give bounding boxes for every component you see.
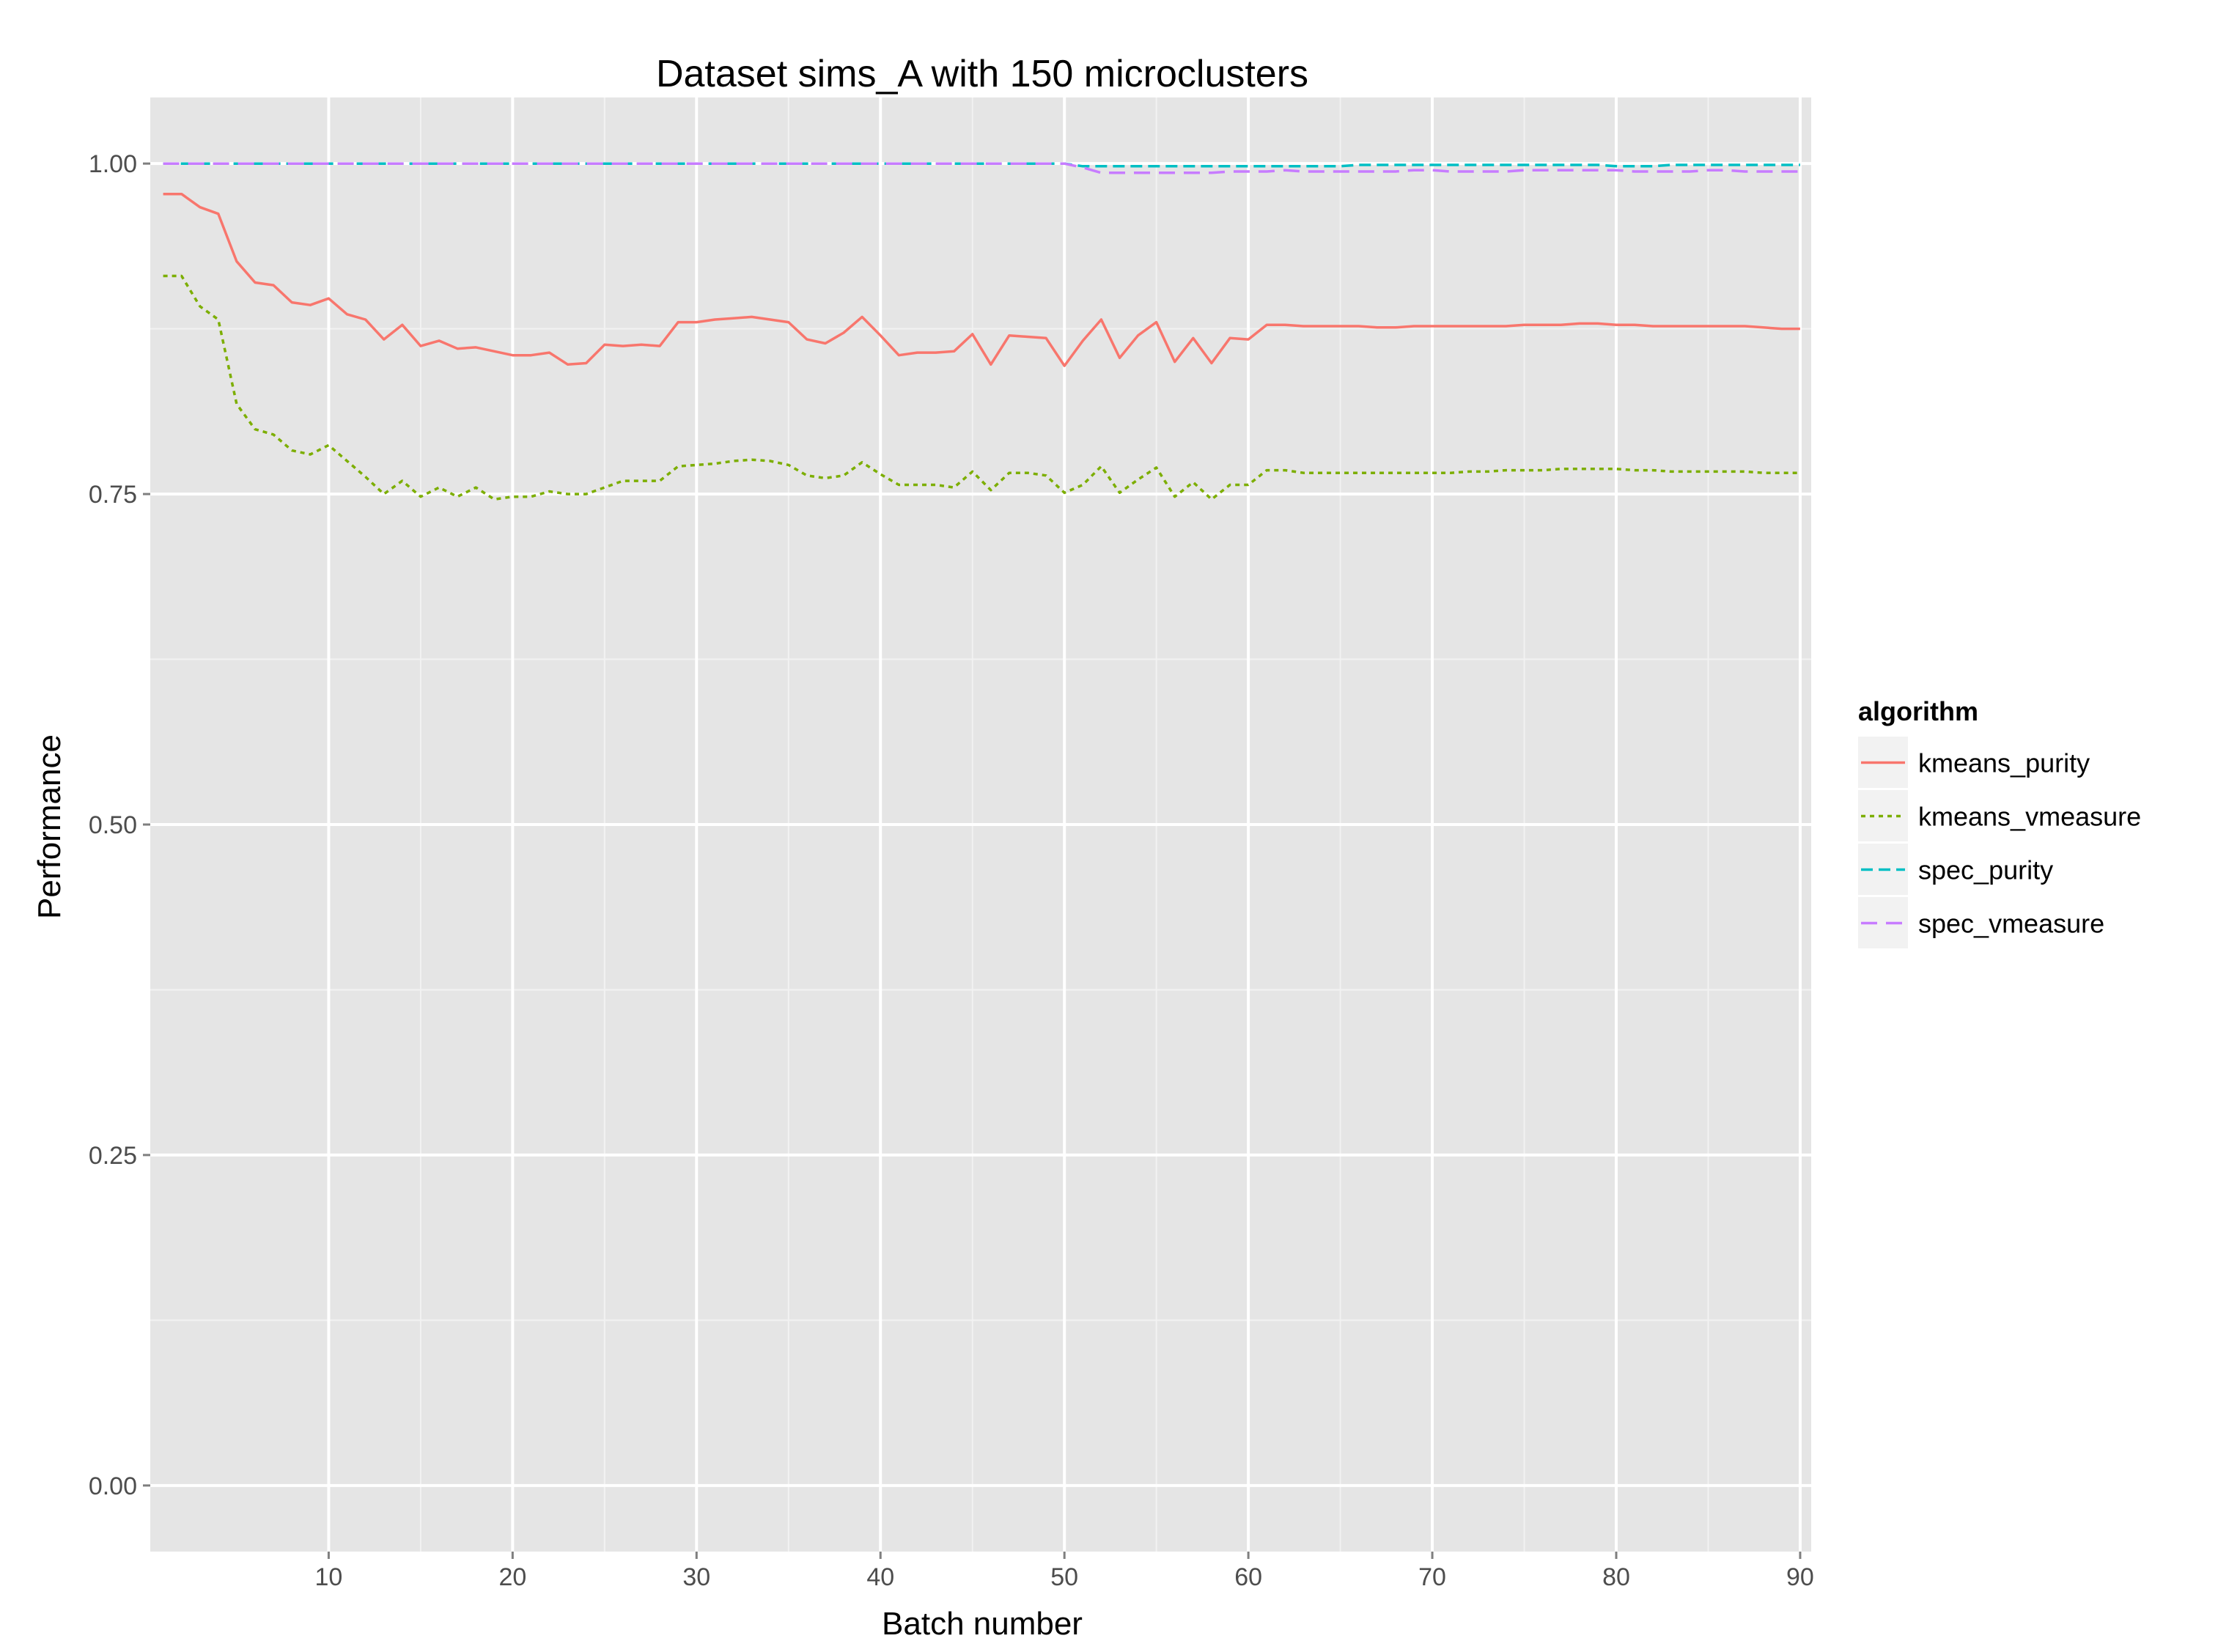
x-tick-label: 30: [682, 1563, 710, 1591]
series-line-spec_purity: [163, 162, 1800, 168]
y-tick-label: 0.50: [89, 811, 137, 839]
y-tick-label: 0.75: [89, 481, 137, 509]
series-line-kmeans_purity: [163, 192, 1800, 367]
major-gridlines: [150, 97, 1811, 1552]
legend-label: spec_purity: [1918, 855, 2053, 885]
y-tick-label: 0.00: [89, 1472, 137, 1500]
x-tick-label: 40: [866, 1563, 894, 1591]
x-tick-label: 20: [498, 1563, 526, 1591]
series-lines: [163, 162, 1800, 501]
x-tick-label: 10: [314, 1563, 342, 1591]
x-tick-label: 70: [1418, 1563, 1446, 1591]
x-tick-label: 60: [1234, 1563, 1262, 1591]
chart-title: Dataset sims_A with 150 microclusters: [656, 53, 1308, 95]
x-axis-ticks: 10 20 30 40 50 60 70 80 90: [314, 1552, 1814, 1591]
legend-label: kmeans_vmeasure: [1918, 802, 2141, 832]
x-tick-label: 80: [1602, 1563, 1630, 1591]
y-axis-title: Performance: [32, 734, 67, 919]
series-line-kmeans_vmeasure: [163, 274, 1800, 501]
legend-title: algorithm: [1858, 696, 1978, 726]
x-tick-label: 50: [1050, 1563, 1078, 1591]
legend-label: kmeans_purity: [1918, 748, 2090, 778]
legend: algorithm kmeans_purity kmeans_vmeasuresp…: [1858, 696, 2141, 948]
y-tick-label: 1.00: [89, 150, 137, 178]
x-tick-label: 90: [1786, 1563, 1814, 1591]
y-axis-ticks: 0.00 0.25 0.50 0.75 1.00: [89, 150, 150, 1500]
y-tick-label: 0.25: [89, 1142, 137, 1170]
legend-label: spec_vmeasure: [1918, 909, 2104, 939]
x-axis-title: Batch number: [882, 1606, 1083, 1642]
